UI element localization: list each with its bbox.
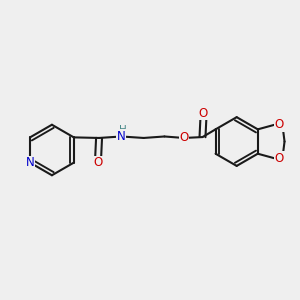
- Text: O: O: [275, 118, 284, 131]
- Text: O: O: [179, 131, 188, 145]
- Text: O: O: [199, 107, 208, 120]
- Text: O: O: [275, 152, 284, 165]
- Text: N: N: [117, 130, 126, 143]
- Text: N: N: [26, 156, 34, 169]
- Text: O: O: [94, 156, 103, 169]
- Text: H: H: [119, 125, 127, 135]
